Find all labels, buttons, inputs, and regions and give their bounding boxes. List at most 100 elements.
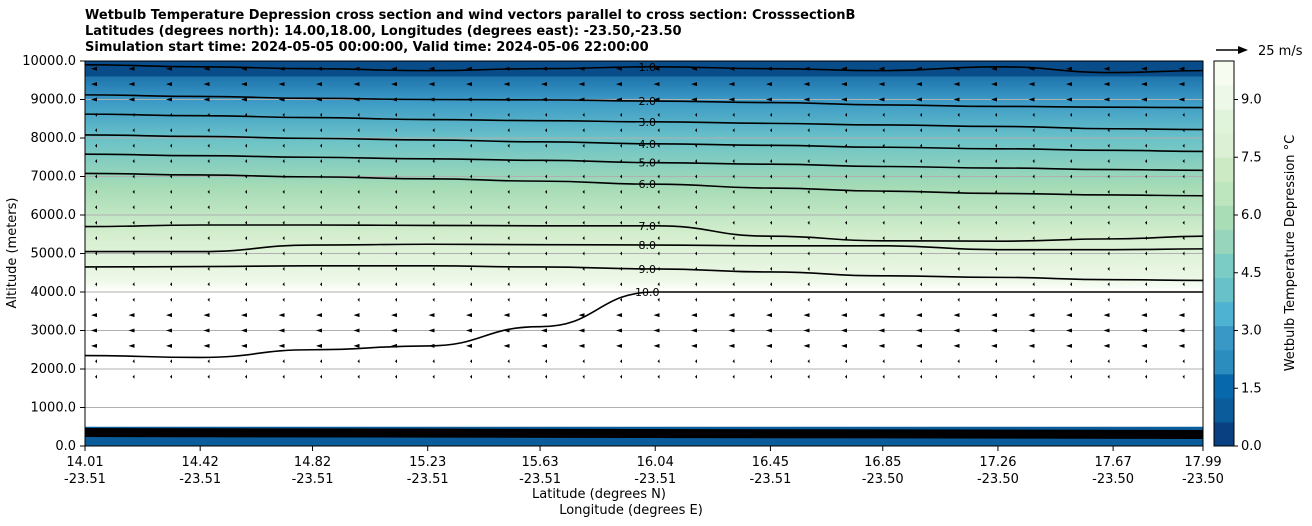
wind-vector-arrow-icon	[695, 205, 697, 210]
wind-vector-arrow-icon	[1066, 66, 1072, 71]
wind-vector-arrow-icon	[920, 220, 922, 225]
wind-vector-arrow-icon	[766, 343, 772, 348]
wind-vector-arrow-icon	[695, 266, 697, 271]
wind-vector-arrow-icon	[545, 128, 547, 133]
wind-vector-arrow-icon	[770, 297, 772, 302]
wind-vector-arrow-icon	[545, 112, 547, 117]
wind-vector-arrow-icon	[995, 297, 997, 302]
wind-key-arrow-icon	[1238, 46, 1248, 54]
y-tick-label: 4000.0	[31, 285, 77, 300]
colorbar-segment	[1214, 397, 1234, 423]
wind-vector-arrow-icon	[241, 82, 247, 87]
wind-vector-arrow-icon	[166, 328, 172, 333]
wind-vector-arrow-icon	[282, 143, 285, 148]
wind-vector-arrow-icon	[470, 112, 472, 117]
wind-vector-arrow-icon	[353, 66, 360, 71]
wind-vector-arrow-icon	[620, 220, 622, 225]
wind-vector-arrow-icon	[995, 359, 997, 364]
wind-vector-arrow-icon	[395, 220, 397, 225]
wind-vector-arrow-icon	[132, 159, 135, 164]
wind-vector-arrow-icon	[578, 66, 585, 71]
wind-vector-arrow-icon	[1182, 143, 1185, 148]
wind-vector-arrow-icon	[320, 159, 322, 164]
y-tick-label: 10000.0	[22, 54, 76, 69]
wind-vector-arrow-icon	[353, 97, 360, 102]
wind-vector-arrow-icon	[616, 82, 622, 87]
wind-vector-arrow-icon	[507, 128, 510, 133]
wind-vector-arrow-icon	[1032, 189, 1035, 194]
wind-vector-arrow-icon	[128, 66, 135, 71]
colorbar-tick-label: 3.0	[1241, 324, 1262, 339]
wind-vector-arrow-icon	[207, 128, 210, 133]
wind-vector-arrow-icon	[466, 66, 472, 71]
wind-vector-arrow-icon	[578, 343, 585, 348]
wind-vector-arrow-icon	[728, 313, 735, 318]
wind-vector-arrow-icon	[128, 313, 135, 318]
wind-vector-arrow-icon	[691, 328, 697, 333]
wind-vector-arrow-icon	[241, 343, 247, 348]
wind-vector-arrow-icon	[953, 343, 960, 348]
wind-vector-arrow-icon	[245, 112, 247, 117]
wind-vector-arrow-icon	[203, 343, 210, 348]
wind-vector-arrow-icon	[1107, 174, 1110, 179]
wind-vector-arrow-icon	[582, 266, 585, 271]
wind-vector-arrow-icon	[1032, 220, 1035, 225]
wind-vector-arrow-icon	[920, 143, 922, 148]
wind-vector-arrow-icon	[245, 128, 247, 133]
wind-vector-arrow-icon	[395, 143, 397, 148]
wind-vector-arrow-icon	[395, 174, 397, 179]
wind-vector-arrow-icon	[470, 236, 472, 241]
wind-vector-arrow-icon	[1145, 374, 1147, 379]
wind-vector-arrow-icon	[728, 343, 735, 348]
wind-vector-arrow-icon	[882, 143, 885, 148]
top-band	[85, 61, 1203, 77]
wind-vector-arrow-icon	[170, 251, 172, 256]
wind-vector-arrow-icon	[620, 205, 622, 210]
wind-vector-arrow-icon	[428, 328, 435, 333]
x-tick-label-lon: -23.51	[292, 472, 334, 487]
title-line-2: Latitudes (degrees north): 14.00,18.00, …	[85, 24, 682, 39]
wind-vectors	[91, 66, 1185, 379]
wind-vector-arrow-icon	[1107, 159, 1110, 164]
wind-vector-arrow-icon	[695, 282, 697, 287]
wind-vector-arrow-icon	[95, 174, 97, 179]
x-axis-label-lat: Latitude (degrees N)	[532, 487, 666, 502]
wind-vector-arrow-icon	[207, 159, 210, 164]
wind-vector-arrow-icon	[207, 143, 210, 148]
wind-vector-arrow-icon	[357, 159, 360, 164]
contour-label: 10.0	[635, 286, 660, 299]
colorbar-label: Wetbulb Temperature Depression °C	[1283, 135, 1298, 372]
wind-vector-arrow-icon	[357, 282, 360, 287]
wind-vector-arrow-icon	[578, 313, 585, 318]
wind-vector-arrow-icon	[166, 343, 172, 348]
wind-vector-arrow-icon	[991, 328, 997, 333]
wind-vector-arrow-icon	[728, 82, 735, 87]
wind-key: 25 m/s	[1216, 44, 1303, 59]
wind-vector-arrow-icon	[620, 236, 622, 241]
wind-vector-arrow-icon	[803, 82, 810, 87]
wind-vector-arrow-icon	[1107, 266, 1110, 271]
x-tick-label-lat: 14.82	[294, 455, 331, 470]
wind-vector-arrow-icon	[507, 174, 510, 179]
wind-vector-arrow-icon	[203, 97, 210, 102]
wind-vector-arrow-icon	[878, 82, 885, 87]
wind-vector-arrow-icon	[470, 174, 472, 179]
wind-vector-arrow-icon	[953, 97, 960, 102]
wind-vector-arrow-icon	[95, 266, 97, 271]
wind-vector-arrow-icon	[1103, 343, 1110, 348]
wind-vector-arrow-icon	[278, 343, 285, 348]
wind-vector-arrow-icon	[845, 112, 847, 117]
wind-vector-arrow-icon	[728, 97, 735, 102]
title-line-1: Wetbulb Temperature Depression cross sec…	[85, 8, 856, 23]
wind-vector-arrow-icon	[995, 143, 997, 148]
wind-vector-arrow-icon	[428, 82, 435, 87]
wind-vector-arrow-icon	[841, 82, 847, 87]
wind-vector-arrow-icon	[282, 128, 285, 133]
x-tick-label-lon: -23.51	[179, 472, 221, 487]
wind-vector-arrow-icon	[841, 313, 847, 318]
wind-vector-arrow-icon	[395, 112, 397, 117]
wind-vector-arrow-icon	[95, 359, 97, 364]
wind-vector-arrow-icon	[845, 174, 847, 179]
wind-vector-arrow-icon	[395, 189, 397, 194]
